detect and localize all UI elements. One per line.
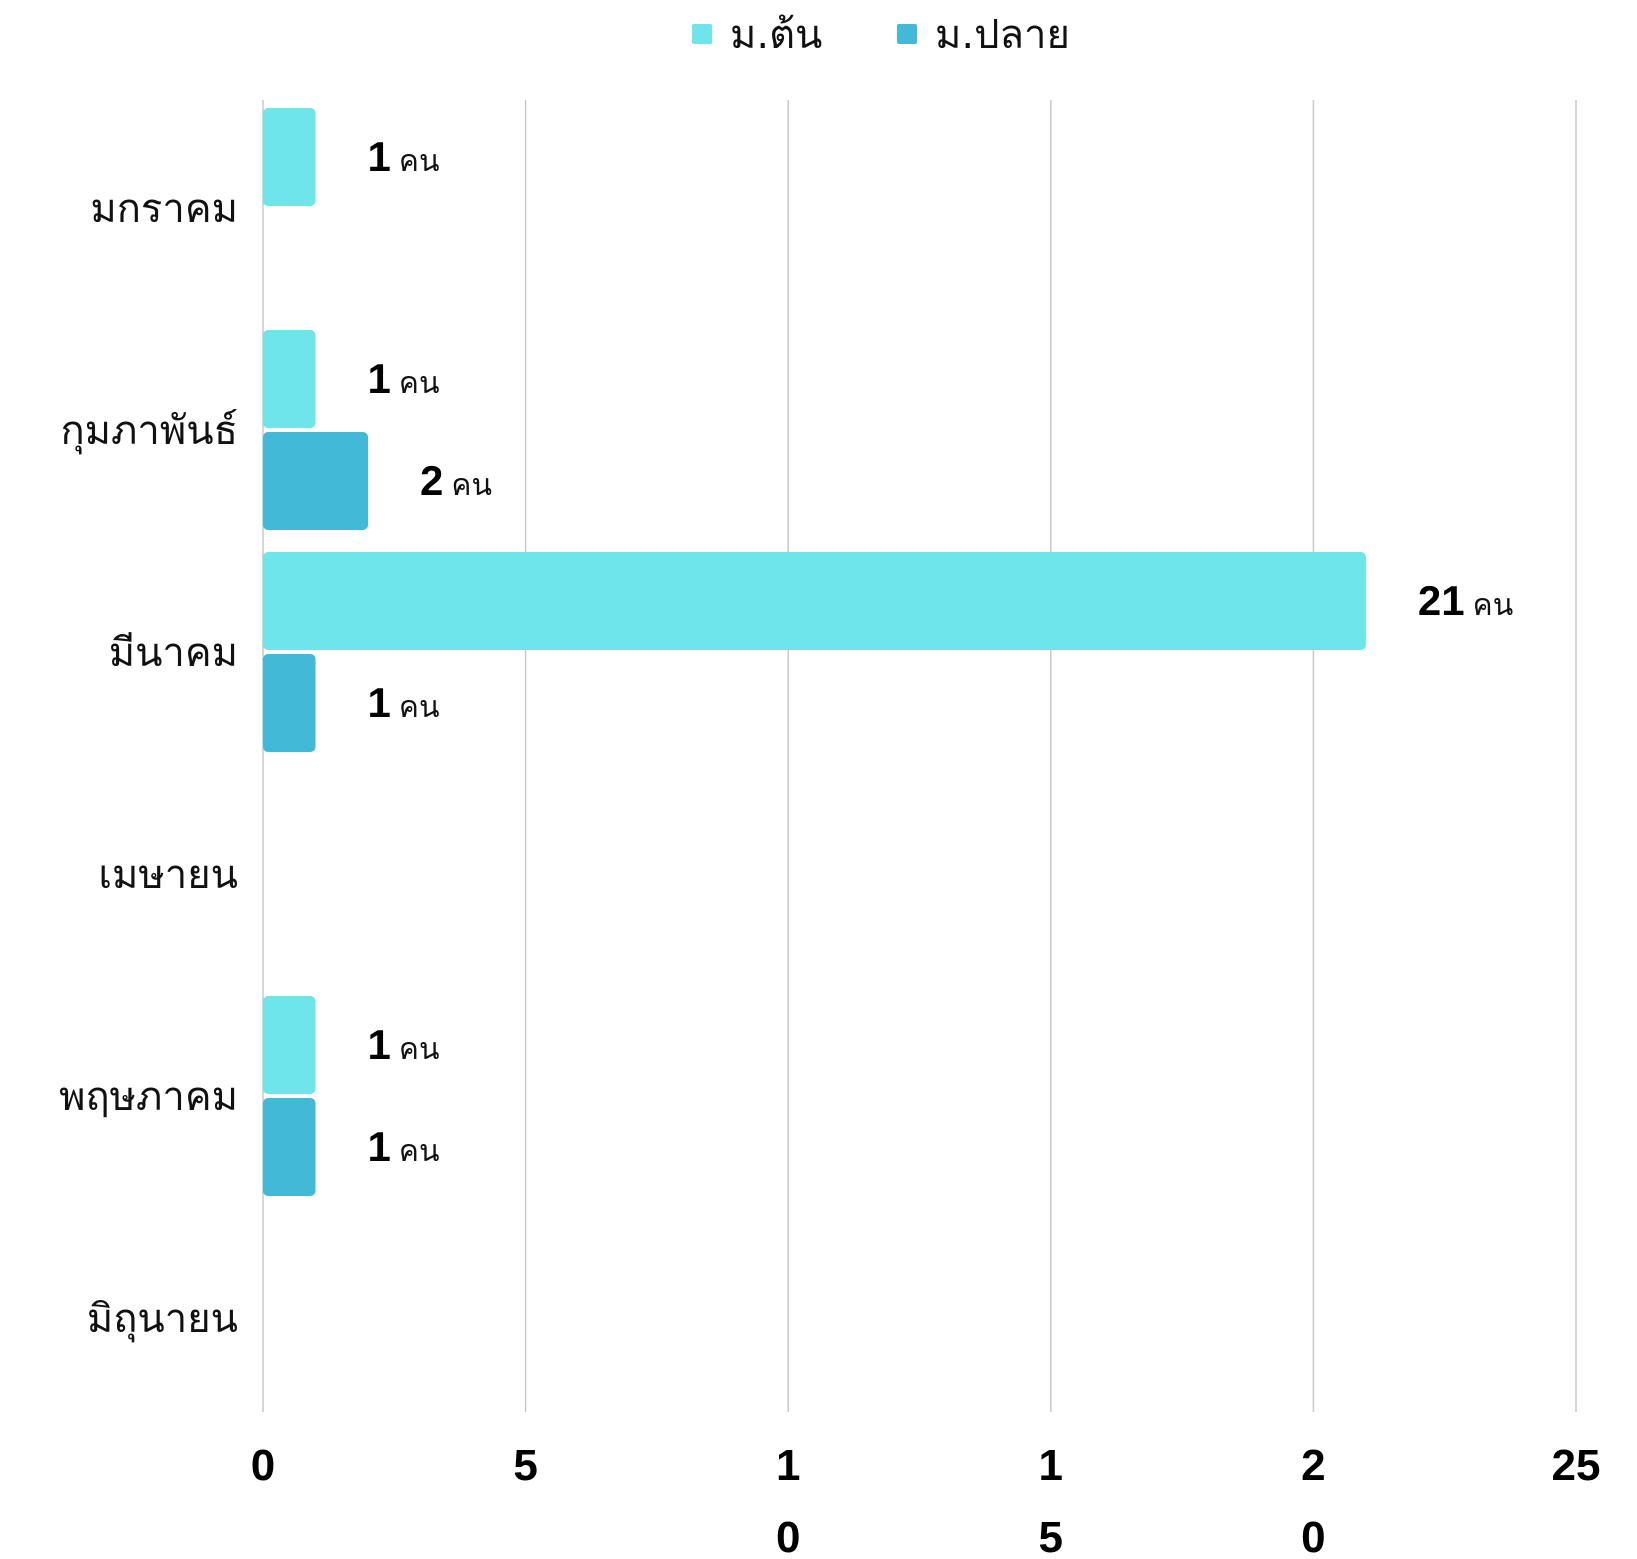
data-label: 1 คน — [368, 1021, 440, 1068]
x-tick-label: 1 — [1039, 1441, 1063, 1490]
data-label: 1 คน — [368, 679, 440, 726]
bar — [263, 1098, 316, 1196]
category-label: เมษายน — [98, 852, 238, 898]
bar — [263, 552, 1366, 650]
bar — [263, 432, 369, 530]
data-label: 21 คน — [1418, 577, 1513, 624]
x-tick-label: 0 — [251, 1441, 275, 1490]
legend-label: ม.ต้น — [730, 12, 822, 58]
x-tick-label: 1 — [776, 1441, 800, 1490]
category-labels: มกราคมกุมภาพันธ์มีนาคมเมษายนพฤษภาคมมิถุน… — [59, 186, 238, 1343]
category-label: มีนาคม — [109, 630, 238, 676]
legend: ม.ต้น ม.ปลาย — [692, 12, 1070, 58]
data-label: 2 คน — [420, 457, 492, 504]
data-label: 1 คน — [368, 1123, 440, 1170]
bar — [263, 330, 316, 428]
x-tick-label: 5 — [1039, 1513, 1063, 1554]
bar — [263, 108, 316, 206]
data-label: 1 คน — [368, 133, 440, 180]
x-tick-label: 0 — [776, 1513, 800, 1554]
bars — [263, 108, 1366, 1196]
grid-lines — [262, 100, 1577, 1412]
category-label: มิถุนายน — [87, 1296, 238, 1343]
data-labels: 1 คน 1 คน 2 คน 21 คน 1 คน 1 คน 1 คน — [368, 133, 1514, 1170]
data-label: 1 คน — [368, 355, 440, 402]
category-label: กุมภาพันธ์ — [60, 408, 238, 455]
category-label: พฤษภาคม — [59, 1074, 238, 1120]
legend-swatch — [897, 24, 917, 44]
x-tick-label: 5 — [513, 1441, 537, 1490]
x-tick-label: 25 — [1552, 1441, 1601, 1490]
x-tick-label: 0 — [1301, 1513, 1325, 1554]
legend-swatch — [692, 24, 712, 44]
legend-label: ม.ปลาย — [935, 12, 1070, 58]
bar — [263, 654, 316, 752]
category-label: มกราคม — [90, 186, 238, 232]
bar — [263, 996, 316, 1094]
x-tick-label: 2 — [1301, 1441, 1325, 1490]
